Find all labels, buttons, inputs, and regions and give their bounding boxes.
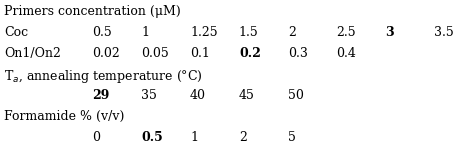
Text: T$_a$, annealing temperature (°C): T$_a$, annealing temperature (°C) bbox=[4, 68, 202, 85]
Text: On1/On2: On1/On2 bbox=[4, 47, 61, 60]
Text: 2.5: 2.5 bbox=[337, 26, 356, 39]
Text: 0.02: 0.02 bbox=[92, 47, 120, 60]
Text: 40: 40 bbox=[190, 89, 206, 102]
Text: Primers concentration (μM): Primers concentration (μM) bbox=[4, 5, 181, 18]
Text: 1.25: 1.25 bbox=[190, 26, 218, 39]
Text: 0.4: 0.4 bbox=[337, 47, 356, 60]
Text: Coc: Coc bbox=[4, 26, 28, 39]
Text: 5: 5 bbox=[288, 131, 296, 144]
Text: 1: 1 bbox=[141, 26, 149, 39]
Text: 2: 2 bbox=[288, 26, 296, 39]
Text: 0.05: 0.05 bbox=[141, 47, 169, 60]
Text: 3.5: 3.5 bbox=[434, 26, 454, 39]
Text: 50: 50 bbox=[288, 89, 303, 102]
Text: 0.2: 0.2 bbox=[239, 47, 261, 60]
Text: 0.5: 0.5 bbox=[92, 26, 112, 39]
Text: 1.5: 1.5 bbox=[239, 26, 259, 39]
Text: 35: 35 bbox=[141, 89, 157, 102]
Text: 29: 29 bbox=[92, 89, 110, 102]
Text: 45: 45 bbox=[239, 89, 255, 102]
Text: 2: 2 bbox=[239, 131, 247, 144]
Text: 0.1: 0.1 bbox=[190, 47, 210, 60]
Text: 1: 1 bbox=[190, 131, 198, 144]
Text: 0.3: 0.3 bbox=[288, 47, 308, 60]
Text: 0.5: 0.5 bbox=[141, 131, 163, 144]
Text: 3: 3 bbox=[385, 26, 394, 39]
Text: 0: 0 bbox=[92, 131, 100, 144]
Text: Formamide % (v/v): Formamide % (v/v) bbox=[4, 110, 124, 123]
